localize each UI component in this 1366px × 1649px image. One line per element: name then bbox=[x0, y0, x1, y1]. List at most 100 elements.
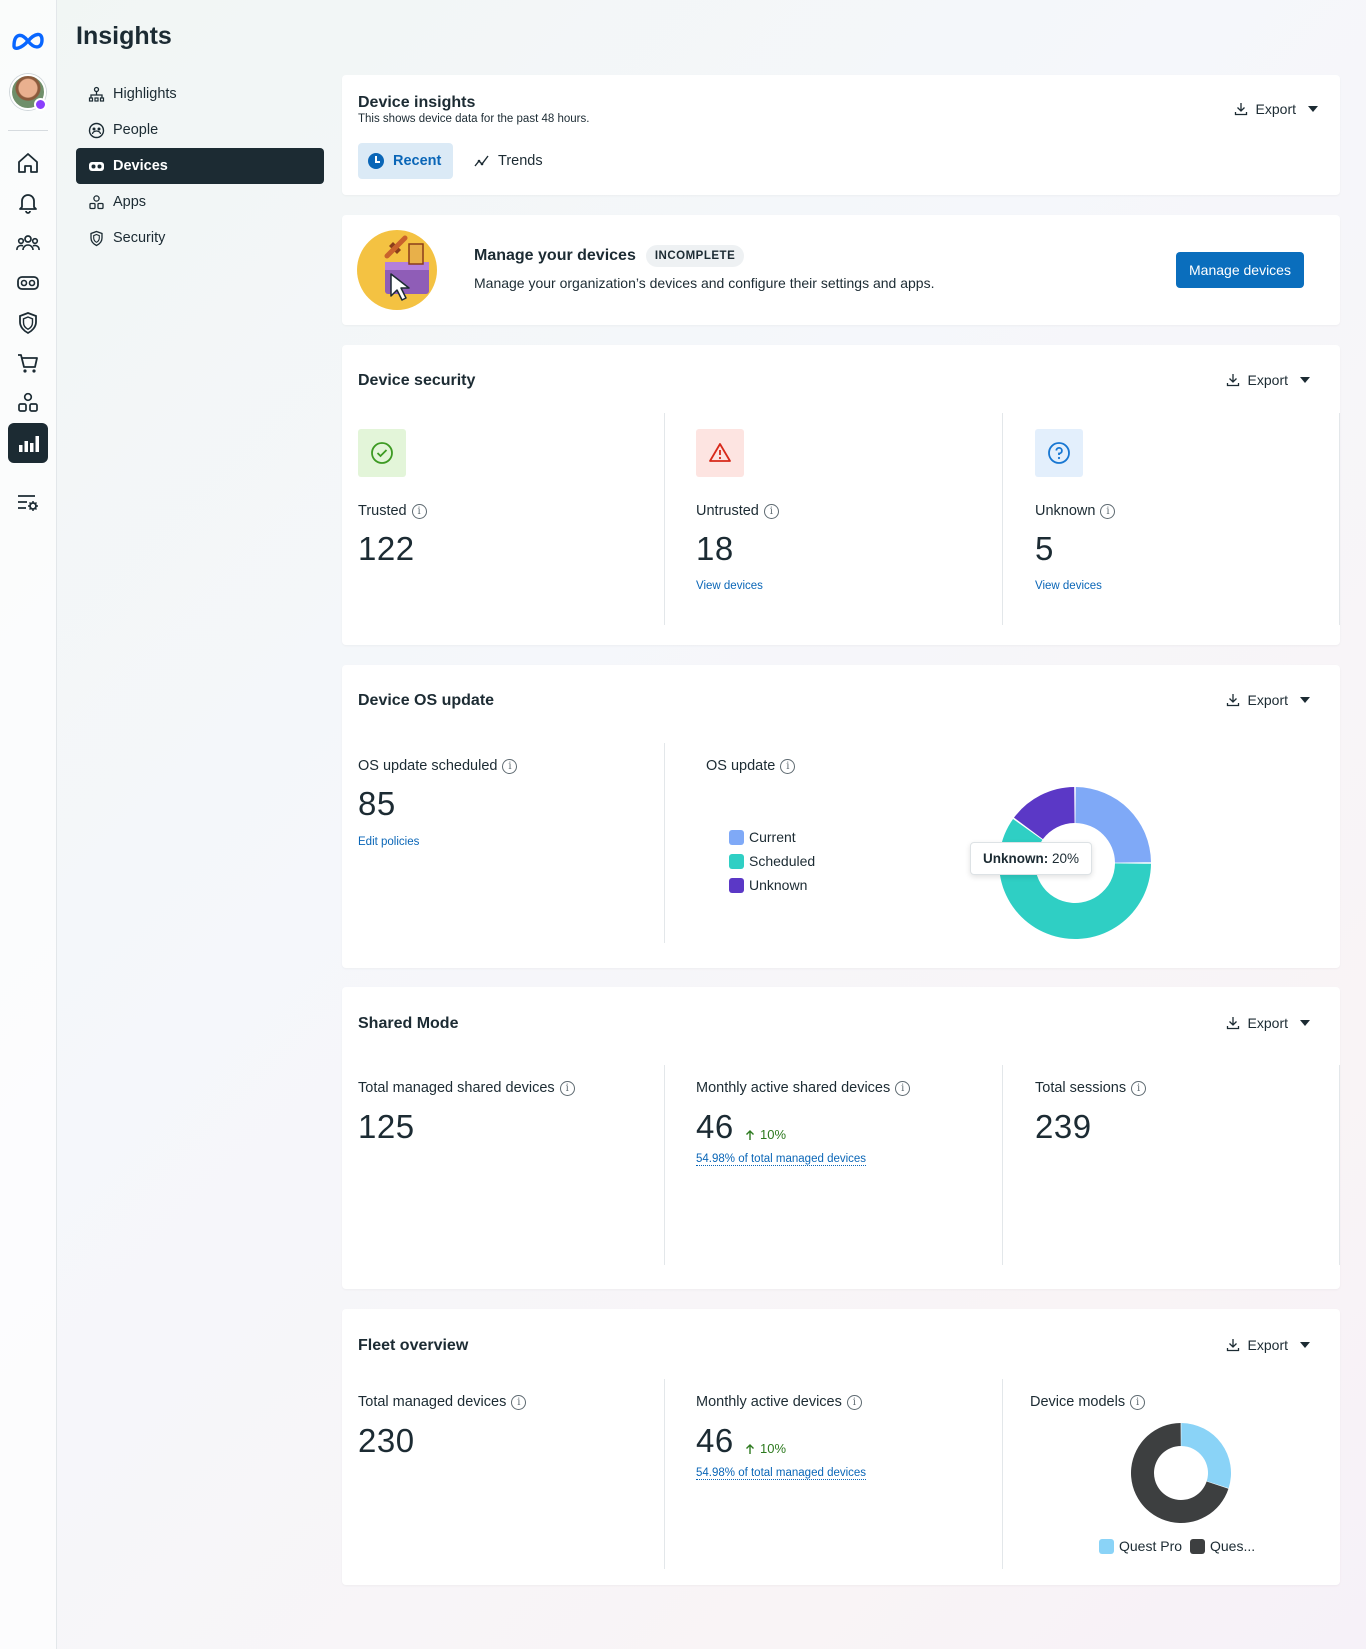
sidebar-item-people[interactable]: People bbox=[76, 112, 324, 148]
info-icon[interactable]: i bbox=[780, 758, 796, 774]
fleet-active-value: 46 bbox=[696, 1422, 734, 1459]
donut-slice-quest-pro[interactable] bbox=[1181, 1423, 1231, 1489]
trend-value: 10% bbox=[760, 1127, 787, 1142]
export-label: Export bbox=[1247, 692, 1288, 708]
sidebar-item-devices[interactable]: Devices bbox=[76, 148, 324, 184]
manage-devices-button[interactable]: Manage devices bbox=[1176, 252, 1304, 288]
check-icon bbox=[371, 442, 393, 464]
rail-people[interactable] bbox=[8, 223, 48, 263]
sessions-label: Total sessions i bbox=[1035, 1080, 1147, 1096]
tab-recent[interactable]: Recent bbox=[358, 143, 454, 179]
fleet-active-label: Monthly active devices i bbox=[696, 1394, 862, 1410]
legend-swatch bbox=[729, 877, 744, 893]
info-icon[interactable]: i bbox=[895, 1080, 911, 1096]
column-divider bbox=[1002, 1065, 1003, 1265]
info-icon[interactable]: i bbox=[1100, 503, 1116, 519]
info-icon[interactable]: i bbox=[1131, 1080, 1147, 1096]
shared-active-value: 46 bbox=[696, 1108, 734, 1145]
export-button[interactable]: Export bbox=[1233, 101, 1318, 117]
rail-store[interactable] bbox=[8, 343, 48, 383]
trend-line-icon bbox=[474, 155, 489, 167]
legend-item: Scheduled bbox=[729, 853, 815, 869]
os-scheduled-value: 85 bbox=[358, 785, 396, 822]
rail-settings[interactable] bbox=[8, 483, 48, 523]
untrusted-value: 18 bbox=[696, 530, 734, 567]
export-label: Export bbox=[1255, 101, 1296, 117]
tooltip-value: 20% bbox=[1052, 851, 1080, 866]
info-icon[interactable]: i bbox=[511, 1394, 527, 1410]
legend-label: Quest Pro bbox=[1119, 1538, 1183, 1554]
donut-slice-ques-[interactable] bbox=[1131, 1423, 1229, 1523]
untrusted-label: Untrusted i bbox=[696, 503, 779, 519]
fleet-total-label: Total managed devices i bbox=[358, 1394, 527, 1410]
os-scheduled-label: OS update scheduled i bbox=[358, 758, 518, 774]
info-icon[interactable]: i bbox=[559, 1080, 575, 1096]
settings-list-icon bbox=[18, 495, 38, 511]
column-divider bbox=[1002, 413, 1003, 625]
rail-divider bbox=[8, 130, 48, 131]
rail-security[interactable] bbox=[8, 303, 48, 343]
legend-item: Ques... bbox=[1190, 1538, 1255, 1554]
shared-mode-card: Shared Mode Export Total managed shared … bbox=[342, 987, 1340, 1289]
rail-home[interactable] bbox=[8, 143, 48, 183]
export-button[interactable]: Export bbox=[1225, 692, 1310, 708]
metric-label-text: Monthly active devices bbox=[696, 1394, 842, 1410]
avatar[interactable] bbox=[10, 74, 47, 111]
sidebar-item-highlights[interactable]: Highlights bbox=[76, 76, 324, 112]
info-icon[interactable]: i bbox=[411, 503, 427, 519]
legend-label: Unknown bbox=[749, 877, 808, 893]
info-icon[interactable]: i bbox=[846, 1394, 862, 1410]
export-button[interactable]: Export bbox=[1225, 1015, 1310, 1031]
chevron-down-icon bbox=[1300, 377, 1310, 383]
apps-icon bbox=[89, 194, 104, 209]
export-button[interactable]: Export bbox=[1225, 1337, 1310, 1353]
trusted-value: 122 bbox=[358, 530, 415, 567]
legend-swatch bbox=[729, 853, 744, 869]
fleet-overview-card: Fleet overview Export Total managed devi… bbox=[342, 1309, 1340, 1585]
view-devices-link[interactable]: View devices bbox=[696, 580, 763, 592]
rail-insights[interactable] bbox=[8, 423, 48, 463]
cart-icon bbox=[18, 354, 38, 373]
donut-slice-unknown[interactable] bbox=[1013, 787, 1075, 840]
unknown-value: 5 bbox=[1035, 530, 1054, 567]
card-title: Fleet overview bbox=[358, 1337, 469, 1354]
unknown-label: Unknown i bbox=[1035, 503, 1116, 519]
manage-description: Manage your organization’s devices and c… bbox=[474, 275, 935, 291]
metric-label-text: OS update scheduled bbox=[358, 758, 498, 774]
chart-tooltip: Unknown: 20% bbox=[970, 842, 1093, 875]
tab-trends[interactable]: Trends bbox=[474, 143, 543, 179]
chevron-down-icon bbox=[1300, 1342, 1310, 1348]
edit-policies-link[interactable]: Edit policies bbox=[358, 836, 420, 848]
sidebar-item-apps[interactable]: Apps bbox=[76, 184, 324, 220]
info-icon[interactable]: i bbox=[502, 758, 518, 774]
rail-notifications[interactable] bbox=[8, 183, 48, 223]
meta-logo-icon[interactable] bbox=[10, 28, 46, 52]
legend-swatch bbox=[1190, 1538, 1205, 1554]
percent-of-total-link[interactable]: 54.98% of total managed devices bbox=[696, 1153, 867, 1166]
shared-total-value: 125 bbox=[358, 1108, 415, 1145]
card-title: Device OS update bbox=[358, 692, 495, 709]
info-icon[interactable]: i bbox=[763, 503, 779, 519]
metric-label-text: Untrusted bbox=[696, 503, 759, 519]
fleet-total-value: 230 bbox=[358, 1422, 415, 1459]
download-icon bbox=[1226, 694, 1239, 707]
people-icon bbox=[88, 122, 105, 138]
bell-icon bbox=[19, 194, 37, 214]
arrow-up-icon bbox=[746, 1443, 754, 1454]
info-icon[interactable]: i bbox=[1130, 1394, 1146, 1410]
warning-icon bbox=[709, 443, 731, 462]
rail-devices[interactable] bbox=[8, 263, 48, 303]
arrow-up-icon bbox=[746, 1129, 754, 1140]
card-subtitle: This shows device data for the past 48 h… bbox=[358, 113, 590, 125]
view-devices-link[interactable]: View devices bbox=[1035, 580, 1102, 592]
export-button[interactable]: Export bbox=[1225, 372, 1310, 388]
sidebar-item-security[interactable]: Security bbox=[76, 220, 324, 256]
donut-slice-current[interactable] bbox=[1075, 787, 1151, 863]
bar-chart-icon bbox=[19, 436, 39, 452]
os-update-card: Device OS update Export OS update schedu… bbox=[342, 665, 1340, 968]
rail-apps[interactable] bbox=[8, 383, 48, 423]
column-divider bbox=[1002, 1379, 1003, 1569]
headset-icon bbox=[17, 276, 39, 290]
percent-of-total-link[interactable]: 54.98% of total managed devices bbox=[696, 1467, 867, 1480]
column-divider bbox=[664, 743, 665, 943]
